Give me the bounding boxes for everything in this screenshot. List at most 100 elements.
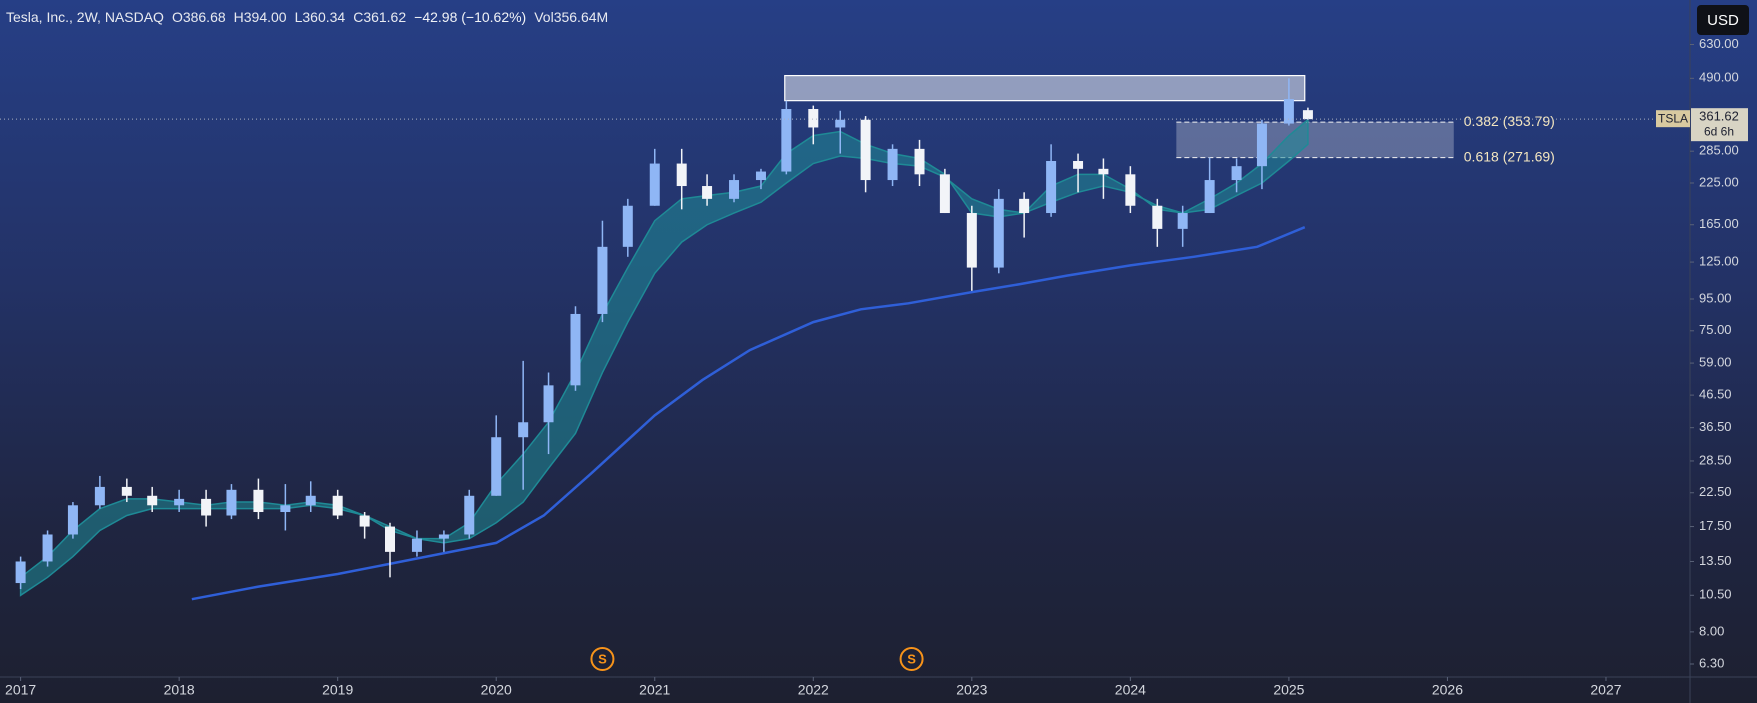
y-tick-label: 75.00 xyxy=(1699,322,1732,337)
ohlc-value: L360.34 xyxy=(294,9,346,25)
y-tick-label: 10.50 xyxy=(1699,587,1732,602)
candle-body xyxy=(359,515,370,527)
price-tag xyxy=(1691,108,1748,142)
y-tick-label: 490.00 xyxy=(1699,70,1739,85)
candle-body xyxy=(15,561,26,584)
candle-body xyxy=(676,163,687,187)
candle-body xyxy=(147,495,158,506)
candle-body xyxy=(491,437,502,496)
x-tick-label: 2025 xyxy=(1273,682,1304,698)
candle-body xyxy=(305,495,316,506)
candle-body xyxy=(622,205,633,247)
ohlc-value: −42.98 (−10.62%) xyxy=(414,9,527,25)
ohlc-value: H394.00 xyxy=(233,9,287,25)
ohlc-value: Vol356.64M xyxy=(534,9,609,25)
candle-body xyxy=(1046,160,1057,214)
candle-body xyxy=(1231,166,1242,181)
x-tick-label: 2027 xyxy=(1590,682,1621,698)
fib-label: 0.382 (353.79) xyxy=(1464,113,1555,129)
candle-body xyxy=(649,163,660,206)
x-tick-label: 2024 xyxy=(1115,682,1146,698)
candle-body xyxy=(1177,213,1188,229)
candle-body xyxy=(887,148,898,181)
x-tick-label: 2019 xyxy=(322,682,353,698)
currency-button[interactable]: USD xyxy=(1697,5,1749,35)
x-tick-label: 2018 xyxy=(164,682,195,698)
candle-body xyxy=(1283,99,1294,124)
fib-zone xyxy=(1176,122,1454,158)
candle-body xyxy=(939,174,950,214)
candle-body xyxy=(253,489,264,513)
y-tick-label: 285.00 xyxy=(1699,143,1739,158)
candle-body xyxy=(808,109,819,128)
candle-body xyxy=(411,538,422,552)
zone-box xyxy=(784,74,1306,102)
candle-body xyxy=(1073,160,1084,169)
candle-body xyxy=(570,313,581,386)
candle-body xyxy=(543,385,554,423)
y-tick-label: 13.50 xyxy=(1699,553,1732,568)
candle-body xyxy=(597,246,608,314)
y-tick-label: 6.30 xyxy=(1699,655,1724,670)
candle-body xyxy=(121,486,132,496)
moving-average xyxy=(191,226,1306,601)
symbol-header: Tesla, Inc., 2W, NASDAQ O386.68 H394.00 L3… xyxy=(6,9,608,25)
candle-body xyxy=(1256,123,1267,167)
candle-body xyxy=(966,213,977,268)
y-tick-label: 17.50 xyxy=(1699,518,1732,533)
x-tick-label: 2026 xyxy=(1432,682,1463,698)
y-tick-label: 8.00 xyxy=(1699,623,1724,638)
x-tick-label: 2017 xyxy=(5,682,36,698)
candle-body xyxy=(781,109,792,172)
candle-body xyxy=(280,505,291,513)
y-tick-label: 95.00 xyxy=(1699,290,1732,305)
symbol-tag xyxy=(1656,110,1690,128)
y-tick-label: 28.50 xyxy=(1699,452,1732,467)
candle-body xyxy=(1204,180,1215,214)
candle-body xyxy=(226,489,237,516)
ohlc-value: O386.68 xyxy=(171,9,226,25)
y-tick-label: 46.50 xyxy=(1699,387,1732,402)
candle-body xyxy=(755,171,766,181)
candle-body xyxy=(993,198,1004,268)
event-label: S xyxy=(598,651,607,666)
y-tick-label: 165.00 xyxy=(1699,216,1739,231)
candle-body xyxy=(464,495,475,535)
candle-body xyxy=(1098,168,1109,175)
fib-label: 0.618 (271.69) xyxy=(1464,148,1555,164)
candle-body xyxy=(385,526,395,552)
y-tick-label: 125.00 xyxy=(1699,254,1739,269)
candle-body xyxy=(438,534,449,539)
event-marker xyxy=(899,647,924,671)
candle-body xyxy=(835,119,846,128)
y-tick-label: 225.00 xyxy=(1699,174,1739,189)
x-tick-label: 2021 xyxy=(639,682,670,698)
candle-body xyxy=(42,534,53,562)
y-tick-label: 630.00 xyxy=(1699,36,1739,51)
symbol-tag-label: TSLA xyxy=(1658,111,1688,125)
candle-body xyxy=(201,498,212,516)
y-tick-label: 36.50 xyxy=(1699,419,1732,434)
candle-body xyxy=(1125,174,1136,206)
x-tick-label: 2022 xyxy=(798,682,829,698)
candle-body xyxy=(94,486,105,506)
candle-body xyxy=(914,148,925,175)
ema-ribbon xyxy=(19,118,1309,597)
candle-body xyxy=(332,495,343,516)
y-tick-label: 59.00 xyxy=(1699,355,1732,370)
y-tick-label: 22.50 xyxy=(1699,484,1732,499)
price-tag-label: 361.62 xyxy=(1699,109,1739,124)
event-marker xyxy=(590,647,615,671)
candle-body xyxy=(1152,205,1163,229)
event-label: S xyxy=(907,651,916,666)
ohlc-value: C361.62 xyxy=(353,9,407,25)
candle-body xyxy=(1019,198,1030,214)
x-tick-label: 2020 xyxy=(481,682,512,698)
candle-body xyxy=(518,422,529,438)
candle-body xyxy=(729,180,740,199)
candle-body xyxy=(1302,110,1313,120)
countdown-label: 6d 6h xyxy=(1704,124,1734,138)
candle-body xyxy=(67,505,78,535)
